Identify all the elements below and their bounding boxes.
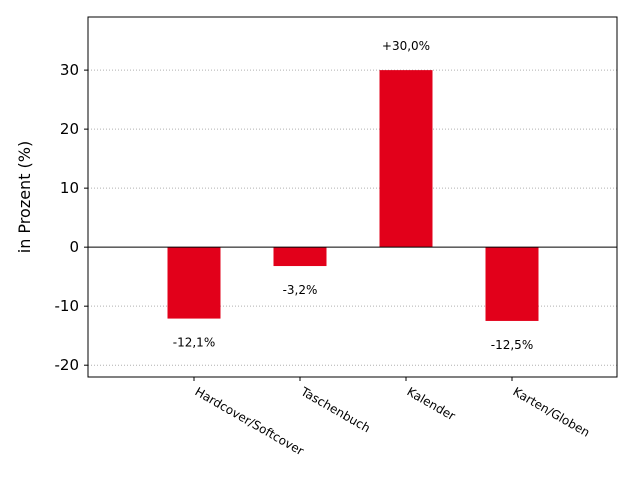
- y-tick-label: -20: [55, 356, 80, 374]
- y-axis-title: in Prozent (%): [15, 141, 34, 253]
- bar: [485, 247, 539, 321]
- y-axis: -20 -10 0 10 20 30: [55, 61, 88, 374]
- x-tick-label: Kalender: [405, 384, 458, 423]
- y-tick-label: 10: [60, 179, 79, 197]
- bars: [167, 70, 539, 321]
- x-tick-label: Karten/Globen: [511, 384, 593, 439]
- data-labels: -12,1% -3,2% +30,0% -12,5%: [173, 39, 533, 352]
- y-tick-label: 30: [60, 61, 79, 79]
- data-label: +30,0%: [382, 39, 430, 53]
- gridlines: [88, 69, 617, 366]
- plot-area-frame: [87, 16, 618, 378]
- x-tick-label: Taschenbuch: [298, 384, 373, 435]
- data-label: -3,2%: [283, 283, 318, 297]
- y-tick-label: -10: [55, 297, 80, 315]
- data-label: -12,1%: [173, 336, 215, 350]
- bar: [273, 247, 327, 267]
- y-tick-label: 0: [69, 238, 79, 256]
- bar: [379, 70, 433, 248]
- data-label: -12,5%: [491, 338, 533, 352]
- y-tick-label: 20: [60, 120, 79, 138]
- x-tick-label: Hardcover/Softcover: [193, 384, 307, 458]
- bar: [167, 247, 221, 319]
